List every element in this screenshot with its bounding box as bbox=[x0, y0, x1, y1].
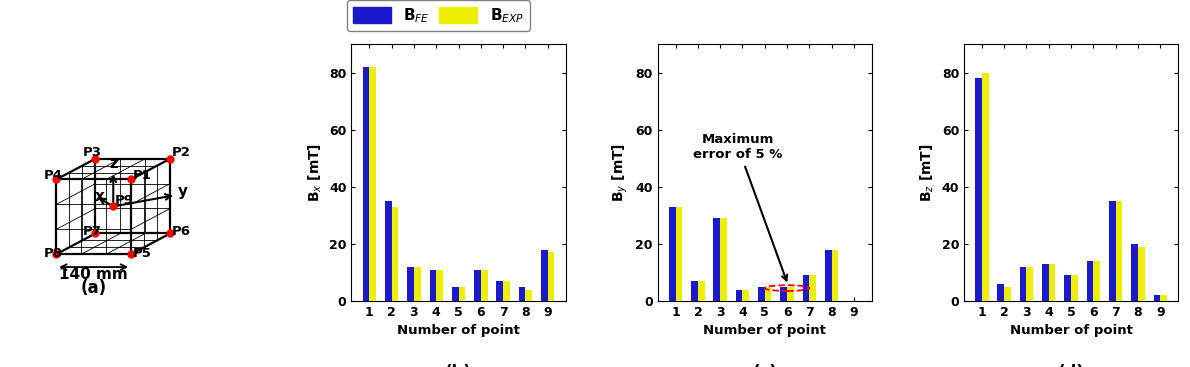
Bar bbox=[1071, 275, 1078, 301]
X-axis label: Number of point: Number of point bbox=[1009, 324, 1133, 337]
Bar bbox=[787, 287, 794, 301]
X-axis label: Number of point: Number of point bbox=[703, 324, 826, 337]
Text: x: x bbox=[94, 189, 105, 204]
Bar bbox=[1064, 275, 1071, 301]
Bar bbox=[1086, 261, 1094, 301]
Text: P8: P8 bbox=[44, 247, 62, 260]
Bar bbox=[1116, 201, 1122, 301]
Bar bbox=[743, 290, 750, 301]
Bar bbox=[547, 252, 555, 301]
Bar bbox=[832, 250, 839, 301]
Text: P3: P3 bbox=[82, 146, 101, 159]
Bar bbox=[997, 284, 1004, 301]
Bar bbox=[809, 275, 816, 301]
Text: (a): (a) bbox=[81, 279, 107, 297]
Bar bbox=[481, 269, 488, 301]
Bar bbox=[803, 275, 809, 301]
Bar bbox=[982, 73, 989, 301]
Bar bbox=[392, 207, 399, 301]
Bar bbox=[458, 287, 465, 301]
Bar bbox=[975, 78, 982, 301]
Bar bbox=[541, 250, 547, 301]
Bar bbox=[691, 281, 697, 301]
Bar bbox=[1160, 295, 1167, 301]
Bar bbox=[1109, 201, 1116, 301]
Bar bbox=[1094, 261, 1100, 301]
Bar bbox=[1048, 264, 1056, 301]
Bar bbox=[1027, 267, 1033, 301]
Bar bbox=[437, 269, 443, 301]
Text: Maximum
error of 5 %: Maximum error of 5 % bbox=[694, 133, 787, 280]
Text: P4: P4 bbox=[44, 169, 62, 182]
Bar bbox=[430, 269, 437, 301]
Bar bbox=[676, 207, 682, 301]
Text: (d): (d) bbox=[1058, 364, 1084, 367]
Y-axis label: B$_x$ [mT]: B$_x$ [mT] bbox=[306, 143, 324, 202]
Bar bbox=[474, 269, 481, 301]
Bar bbox=[369, 67, 376, 301]
Bar bbox=[825, 250, 832, 301]
Bar bbox=[720, 218, 727, 301]
Legend: B$_{FE}$, B$_{EXP}$: B$_{FE}$, B$_{EXP}$ bbox=[346, 0, 530, 31]
Bar bbox=[1020, 267, 1027, 301]
Bar bbox=[526, 290, 532, 301]
Bar bbox=[781, 287, 787, 301]
Bar bbox=[452, 287, 458, 301]
Text: P2: P2 bbox=[173, 146, 190, 159]
Bar bbox=[714, 218, 720, 301]
Y-axis label: B$_z$ [mT]: B$_z$ [mT] bbox=[919, 143, 937, 202]
Bar bbox=[669, 207, 676, 301]
Text: P9: P9 bbox=[114, 194, 133, 207]
Text: 140 mm: 140 mm bbox=[60, 267, 129, 282]
Bar bbox=[1132, 244, 1138, 301]
Bar bbox=[496, 281, 503, 301]
Text: (c): (c) bbox=[752, 364, 777, 367]
Bar bbox=[1138, 247, 1145, 301]
Bar bbox=[384, 201, 392, 301]
Bar bbox=[758, 287, 765, 301]
Y-axis label: B$_y$ [mT]: B$_y$ [mT] bbox=[610, 143, 630, 202]
Bar bbox=[697, 281, 704, 301]
Text: P5: P5 bbox=[133, 247, 152, 260]
Bar bbox=[414, 267, 420, 301]
Text: P7: P7 bbox=[82, 225, 101, 237]
Bar bbox=[765, 287, 771, 301]
Bar bbox=[363, 67, 369, 301]
Bar bbox=[503, 281, 509, 301]
Bar bbox=[1004, 287, 1010, 301]
X-axis label: Number of point: Number of point bbox=[397, 324, 520, 337]
Text: (b): (b) bbox=[445, 364, 472, 367]
Bar bbox=[1153, 295, 1160, 301]
Text: P6: P6 bbox=[173, 225, 192, 237]
Bar bbox=[407, 267, 414, 301]
Bar bbox=[735, 290, 743, 301]
Text: z: z bbox=[109, 156, 118, 171]
Text: P1: P1 bbox=[133, 169, 152, 182]
Bar bbox=[519, 287, 526, 301]
Bar bbox=[1042, 264, 1048, 301]
Text: y: y bbox=[177, 184, 188, 199]
